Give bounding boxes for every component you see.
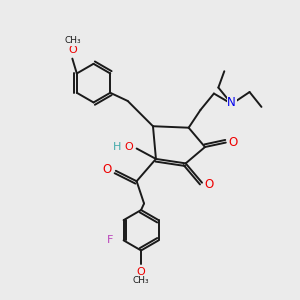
Text: O: O <box>124 142 133 152</box>
Text: O: O <box>205 178 214 191</box>
Text: F: F <box>107 236 113 245</box>
Text: O: O <box>68 45 77 55</box>
Text: O: O <box>229 136 238 149</box>
Text: N: N <box>227 96 236 109</box>
Text: H: H <box>113 142 121 152</box>
Text: CH₃: CH₃ <box>133 276 149 285</box>
Text: O: O <box>137 267 146 277</box>
Text: O: O <box>103 163 112 176</box>
Text: CH₃: CH₃ <box>64 36 81 45</box>
